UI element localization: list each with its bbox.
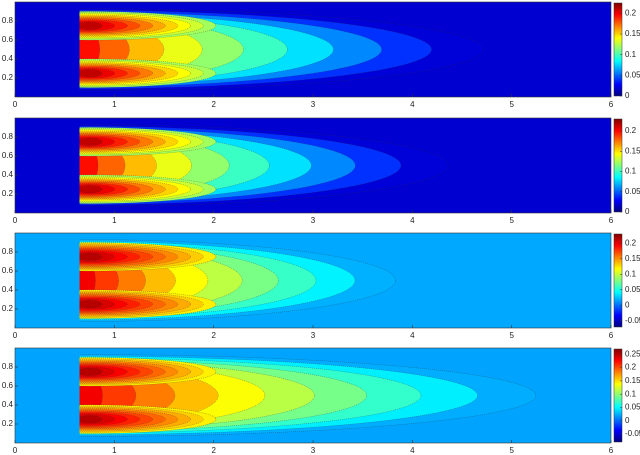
y-tick-label: 0.4 — [2, 170, 14, 179]
x-tick-label: 1 — [112, 216, 117, 225]
colorbar-tick-label: 0.2 — [625, 126, 637, 135]
colorbar-tick-label: 0 — [625, 300, 630, 309]
y-tick-label: 0.8 — [2, 16, 14, 25]
colorbar-tick-label: 0 — [625, 416, 630, 425]
colorbar-tick-label: -0.05 — [625, 429, 640, 438]
x-tick-label: 0 — [13, 216, 18, 225]
colorbar-tick-label: 0.1 — [625, 167, 637, 176]
colorbar-tick-label: 0.05 — [625, 70, 640, 79]
x-tick-label: 6 — [609, 100, 614, 109]
contour-band — [79, 185, 103, 194]
colorbar-tick-label: 0.1 — [625, 50, 637, 59]
contour-band — [79, 69, 103, 78]
colorbar-tick-label: 0.25 — [625, 349, 640, 358]
y-tick-label: 0.8 — [2, 362, 14, 371]
colorbar — [613, 233, 623, 328]
colorbar-tick-label: 0.1 — [625, 269, 637, 278]
x-tick-label: 0 — [13, 100, 18, 109]
x-tick-label: 5 — [509, 331, 514, 340]
x-tick-label: 4 — [410, 446, 415, 455]
contour-band — [79, 300, 103, 309]
contour-band — [79, 137, 103, 146]
y-tick-label: 0.2 — [2, 189, 14, 198]
x-tick-label: 0 — [13, 446, 18, 455]
x-tick-label: 1 — [112, 446, 117, 455]
y-tick-label: 0.6 — [2, 35, 14, 44]
colorbar-tick-label: 0.05 — [625, 187, 640, 196]
y-tick-label: 0.8 — [2, 247, 14, 256]
colorbar-tick-label: 0.2 — [625, 238, 637, 247]
contour-band — [79, 21, 103, 30]
x-tick-label: 2 — [211, 216, 216, 225]
x-tick-label: 4 — [410, 331, 415, 340]
x-tick-label: 2 — [211, 100, 216, 109]
colorbar-tick-label: -0.05 — [625, 316, 640, 325]
x-tick-label: 1 — [112, 331, 117, 340]
colorbar-tick-label: 0.2 — [625, 363, 637, 372]
colorbar — [613, 348, 623, 443]
x-tick-label: 3 — [311, 216, 316, 225]
y-tick-label: 0.4 — [2, 285, 14, 294]
colorbar-tick-label: 0.15 — [625, 146, 640, 155]
y-tick-label: 0.6 — [2, 151, 14, 160]
contour-band — [79, 252, 103, 261]
x-tick-label: 0 — [13, 331, 18, 340]
x-tick-label: 6 — [609, 216, 614, 225]
colorbar — [613, 118, 623, 213]
colorbar-tick-label: 0.15 — [625, 29, 640, 38]
panel: 0 1 2 3 4 5 6 0.2 0.4 0.6 0.8 -0.05 0 0.05 0.1 0.15 0.2 0… — [2, 347, 640, 455]
x-tick-label: 2 — [211, 446, 216, 455]
colorbar-tick-label: 0.1 — [625, 389, 637, 398]
colorbar-tick-label: 0.05 — [625, 403, 640, 412]
field — [79, 239, 396, 322]
x-tick-label: 2 — [211, 331, 216, 340]
colorbar-tick-label: 0.05 — [625, 285, 640, 294]
y-tick-label: 0.4 — [2, 54, 14, 63]
contour-band — [79, 367, 103, 376]
x-tick-label: 5 — [509, 446, 514, 455]
panel: 0 1 2 3 4 5 6 0.2 0.4 0.6 0.8 0 0.05 0.1 0.15 0.2 — [2, 1, 640, 109]
colorbar-tick-label: 0.15 — [625, 254, 640, 263]
x-tick-label: 5 — [509, 216, 514, 225]
x-tick-label: 1 — [112, 100, 117, 109]
panel: 0 1 2 3 4 5 6 0.2 0.4 0.6 0.8 0 0.05 0.1 0.15 0.2 — [2, 117, 640, 225]
x-tick-label: 3 — [311, 446, 316, 455]
field — [79, 354, 536, 437]
y-tick-label: 0.4 — [2, 400, 14, 409]
y-tick-label: 0.2 — [2, 304, 14, 313]
x-tick-label: 4 — [410, 100, 415, 109]
y-tick-label: 0.2 — [2, 419, 14, 428]
x-tick-label: 5 — [509, 100, 514, 109]
x-tick-label: 3 — [311, 331, 316, 340]
x-tick-label: 3 — [311, 100, 316, 109]
colorbar-tick-label: 0.15 — [625, 376, 640, 385]
x-tick-label: 4 — [410, 216, 415, 225]
y-tick-label: 0.6 — [2, 266, 14, 275]
field — [79, 124, 449, 207]
x-tick-label: 6 — [609, 331, 614, 340]
colorbar-tick-label: 0.2 — [625, 8, 637, 17]
colorbar — [613, 2, 623, 97]
colorbar-tick-label: 0 — [625, 91, 630, 100]
y-tick-label: 0.2 — [2, 73, 14, 82]
y-tick-label: 0.8 — [2, 132, 14, 141]
field — [79, 8, 484, 91]
y-tick-label: 0.6 — [2, 381, 14, 390]
x-tick-label: 6 — [609, 446, 614, 455]
contour-band — [79, 415, 103, 424]
panel: 0 1 2 3 4 5 6 0.2 0.4 0.6 0.8 -0.05 0 0.05 0.1 0.15 0.2 — [2, 232, 640, 340]
colorbar-tick-label: 0 — [625, 207, 630, 216]
